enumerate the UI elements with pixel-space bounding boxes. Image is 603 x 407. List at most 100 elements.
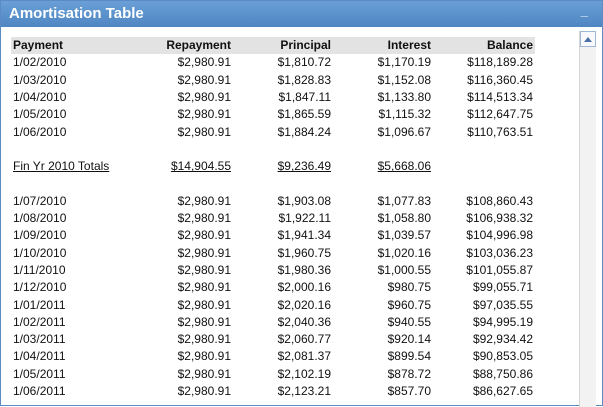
cell-principal: $1,980.36: [277, 263, 331, 277]
cell-repayment: $2,980.91: [177, 193, 231, 208]
amortisation-table: Payment Repayment Principal Interest Bal…: [11, 37, 535, 400]
header-interest: Interest: [387, 38, 431, 53]
window-title: Amortisation Table: [9, 5, 144, 22]
cell-repayment: $2,980.91: [177, 349, 231, 364]
table-row: 1/06/2011 $2,980.91 $2,123.21 $857.70 $86,62…: [11, 383, 535, 400]
cell-interest: $857.70: [387, 384, 431, 399]
scroll-up-button[interactable]: [580, 31, 596, 47]
cell-payment-date: 1/09/2010: [13, 228, 67, 243]
cell-principal: $1,884.24: [277, 124, 331, 139]
totals-balance: [433, 158, 535, 175]
header-row: Payment Repayment Principal Interest Bal…: [11, 37, 535, 55]
cell-repayment: $2,980.91: [177, 124, 231, 139]
cell-repayment: $2,980.91: [177, 366, 231, 381]
totals-row: Fin Yr 2010 Totals $14,904.55 $9,236.49 …: [11, 158, 535, 175]
cell-balance: $116,360.45: [467, 72, 533, 87]
cell-repayment: $2,980.91: [177, 55, 231, 70]
cell-payment-date: 1/06/2011: [13, 384, 66, 399]
cell-principal: $1,865.59: [277, 107, 331, 122]
cell-interest: $1,077.83: [377, 193, 431, 208]
cell-principal: $1,960.75: [277, 245, 331, 260]
spacer-row: [11, 175, 535, 192]
cell-interest: $1,170.19: [377, 55, 431, 70]
cell-balance: $88,750.86: [472, 366, 533, 381]
cell-balance: $106,938.32: [466, 211, 533, 226]
cell-repayment: $2,980.91: [177, 314, 231, 329]
cell-interest: $1,133.80: [377, 90, 431, 105]
triangle-up-icon: [584, 36, 592, 42]
table-row: 1/11/2010 $2,980.91 $1,980.36 $1,000.55 $101…: [11, 262, 535, 279]
cell-interest: $1,039.57: [377, 228, 431, 243]
totals-principal: $9,236.49: [277, 159, 331, 174]
totals-label: Fin Yr 2010 Totals: [13, 159, 110, 174]
cell-principal: $2,081.37: [277, 349, 331, 364]
cell-interest: $960.75: [387, 297, 431, 312]
table-row: 1/05/2011 $2,980.91 $2,102.19 $878.72 $88,75…: [11, 366, 535, 383]
cell-repayment: $2,980.91: [177, 72, 231, 87]
cell-balance: $114,513.34: [467, 90, 533, 105]
cell-principal: $1,903.08: [277, 193, 331, 208]
cell-payment-date: 1/01/2011: [13, 297, 66, 312]
cell-payment-date: 1/05/2010: [13, 107, 67, 122]
cell-balance: $110,763.51: [467, 124, 533, 139]
header-principal: Principal: [280, 38, 331, 53]
cell-interest: $1,115.32: [378, 107, 432, 122]
cell-principal: $1,847.11: [278, 90, 332, 105]
cell-balance: $90,853.05: [472, 349, 533, 364]
header-repayment: Repayment: [166, 38, 231, 53]
cell-balance: $92,934.42: [472, 332, 533, 347]
table-row: 1/06/2010 $2,980.91 $1,884.24 $1,096.67 $110…: [11, 123, 535, 140]
vertical-scrollbar[interactable]: [579, 31, 596, 407]
cell-balance: $118,189.28: [467, 55, 533, 70]
table-row: 1/02/2011 $2,980.91 $2,040.36 $940.55 $94,99…: [11, 314, 535, 331]
header-payment: Payment: [13, 38, 64, 53]
header-balance: Balance: [486, 38, 533, 53]
cell-interest: $940.55: [387, 314, 431, 329]
cell-payment-date: 1/03/2010: [13, 72, 67, 87]
cell-repayment: $2,980.91: [177, 280, 231, 295]
cell-balance: $101,055.87: [466, 263, 533, 277]
table-row: 1/05/2010 $2,980.91 $1,865.59 $1,115.32 $112…: [11, 106, 535, 123]
cell-payment-date: 1/12/2010: [13, 280, 67, 295]
table-row: 1/04/2010 $2,980.91 $1,847.11 $1,133.80 $114…: [11, 89, 535, 106]
cell-repayment: $2,980.91: [177, 332, 231, 347]
cell-principal: $1,941.34: [277, 228, 331, 243]
cell-repayment: $2,980.91: [177, 245, 231, 260]
cell-interest: $1,058.80: [377, 211, 431, 226]
cell-repayment: $2,980.91: [177, 384, 231, 399]
minimize-button[interactable]: _: [580, 3, 588, 18]
cell-principal: $2,123.21: [277, 384, 331, 399]
cell-balance: $108,860.43: [466, 193, 533, 208]
cell-interest: $899.54: [387, 349, 431, 364]
totals-repayment: $14,904.55: [170, 159, 231, 174]
cell-repayment: $2,980.91: [177, 107, 231, 122]
rows-fy2011: 1/07/2010 $2,980.91 $1,903.08 $1,077.83 $108…: [11, 193, 535, 401]
totals-interest: $5,668.06: [377, 159, 431, 174]
table-row: 1/01/2011 $2,980.91 $2,020.16 $960.75 $97,03…: [11, 296, 535, 313]
cell-repayment: $2,980.91: [177, 228, 231, 243]
table-row: 1/10/2010 $2,980.91 $1,960.75 $1,020.16 $103…: [11, 245, 535, 262]
table-row: 1/09/2010 $2,980.91 $1,941.34 $1,039.57 $104…: [11, 227, 535, 244]
cell-principal: $1,810.72: [277, 55, 331, 70]
table-row: 1/04/2011 $2,980.91 $2,081.37 $899.54 $90,85…: [11, 348, 535, 365]
cell-payment-date: 1/04/2011: [13, 349, 66, 364]
spacer-row: [11, 141, 535, 158]
cell-principal: $2,000.16: [277, 280, 331, 295]
cell-balance: $86,627.65: [472, 384, 533, 399]
cell-payment-date: 1/07/2010: [13, 193, 67, 208]
cell-balance: $97,035.55: [472, 297, 533, 312]
cell-principal: $2,040.36: [277, 314, 331, 329]
cell-balance: $99,055.71: [472, 280, 533, 295]
cell-balance: $104,996.98: [466, 228, 533, 243]
cell-balance: $112,647.75: [467, 107, 533, 122]
cell-repayment: $2,980.91: [177, 90, 231, 105]
cell-repayment: $2,980.91: [177, 263, 231, 277]
table-row: 1/07/2010 $2,980.91 $1,903.08 $1,077.83 $108…: [11, 193, 535, 210]
cell-payment-date: 1/03/2011: [13, 332, 66, 347]
cell-principal: $2,102.19: [277, 366, 331, 381]
title-bar: Amortisation Table _: [1, 1, 602, 27]
cell-payment-date: 1/04/2010: [13, 90, 67, 105]
cell-payment-date: 1/08/2010: [13, 211, 67, 226]
cell-payment-date: 1/02/2010: [13, 55, 67, 70]
